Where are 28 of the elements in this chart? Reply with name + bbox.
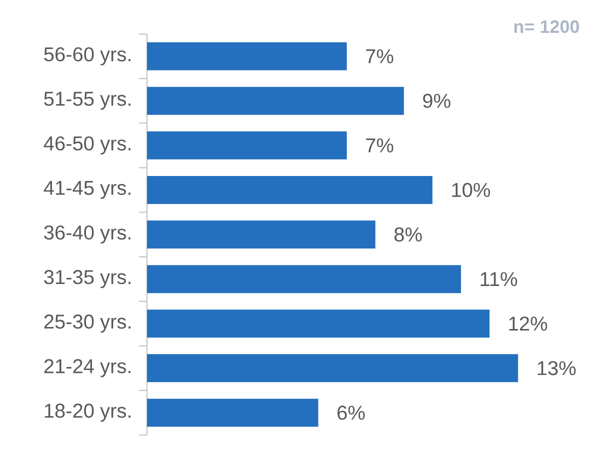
bar	[147, 310, 490, 338]
y-tick-label: 51-55 yrs.	[44, 92, 130, 110]
text: n= 1200	[514, 20, 579, 34]
y-tick-label: 41-45 yrs.	[44, 181, 130, 199]
data-label: 7%	[366, 138, 394, 152]
data-label: 11%	[480, 272, 518, 286]
data-label: 8%	[394, 227, 422, 242]
bar	[147, 220, 376, 249]
bar	[147, 131, 347, 160]
bar	[147, 42, 347, 70]
y-tick-label: 56-60 yrs.	[44, 47, 130, 66]
data-label: 9%	[423, 94, 450, 108]
data-label: 10%	[452, 182, 490, 198]
bar	[147, 86, 404, 115]
data-label: 13%	[538, 361, 576, 376]
y-tick-label: 36-40 yrs.	[44, 225, 130, 244]
bar	[147, 354, 518, 382]
bar	[147, 265, 461, 294]
y-tick-label: 25-30 yrs.	[44, 314, 130, 333]
data-label: 7%	[366, 49, 394, 64]
y-tick-label: 31-35 yrs.	[44, 270, 130, 288]
y-tick-label: 21-24 yrs.	[44, 359, 130, 378]
data-label: 12%	[509, 316, 548, 331]
bar	[147, 176, 432, 204]
bar	[147, 398, 318, 427]
y-tick-label: 46-50 yrs.	[44, 136, 130, 154]
y-tick-label: 18-20 yrs.	[44, 404, 130, 422]
data-label: 6%	[338, 406, 365, 420]
